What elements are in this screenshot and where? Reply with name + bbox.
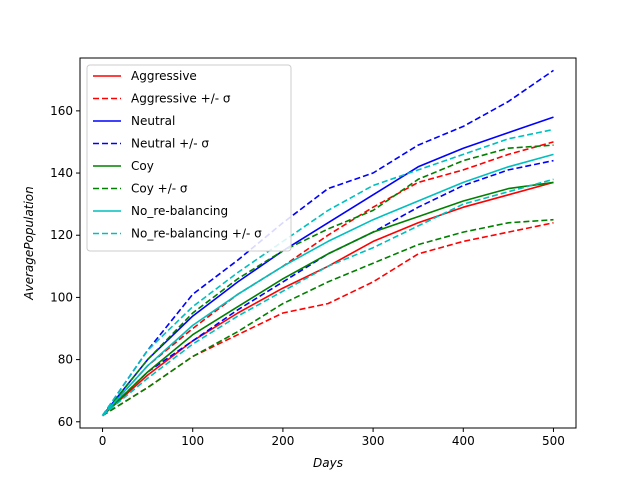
x-axis: 0 100 200 300 400 500 (99, 428, 565, 448)
y-tick-label: 80 (58, 353, 73, 367)
series-line-3 (101, 116, 554, 417)
y-tick-label: 160 (50, 104, 73, 118)
y-tick-label: 100 (50, 290, 73, 304)
legend-label: Neutral (131, 114, 175, 128)
series-line-8 (101, 144, 554, 417)
legend-label: Coy +/- σ (131, 182, 188, 196)
legend-label: No_re-balancing +/- σ (131, 227, 262, 241)
x-tick-label: 0 (99, 434, 107, 448)
series-line-9 (101, 153, 554, 417)
x-tick-label: 500 (542, 434, 565, 448)
x-tick-label: 300 (362, 434, 385, 448)
legend-box (86, 64, 292, 252)
x-tick-label: 100 (181, 434, 204, 448)
y-tick-label: 140 (50, 166, 73, 180)
plot-lines (101, 69, 554, 417)
legend-label: No_re-balancing (131, 204, 228, 218)
series-line-4 (101, 69, 554, 417)
legend-label: Aggressive (131, 69, 197, 83)
series-line-5 (101, 159, 554, 417)
x-tick-label: 200 (271, 434, 294, 448)
y-axis: 60 80 100 120 140 160 (50, 104, 80, 429)
legend: Aggressive Aggressive +/- σ Neutral Neutral… (86, 64, 292, 252)
y-tick-label: 60 (58, 415, 73, 429)
plot-frame (79, 57, 577, 429)
y-axis-title: AveragePopulation (22, 186, 36, 300)
x-tick-label: 400 (452, 434, 475, 448)
series-line-2 (101, 141, 554, 417)
series-line-7 (102, 218, 554, 417)
legend-label: Coy (131, 159, 154, 173)
legend-label: Neutral +/- σ (131, 137, 209, 151)
legend-label: Aggressive +/- σ (131, 92, 231, 106)
y-tick-label: 120 (50, 228, 73, 242)
series-line-6 (101, 181, 554, 417)
series-line-1 (102, 222, 554, 417)
x-axis-title: Days (313, 456, 343, 470)
series-line-11 (101, 178, 554, 417)
series-line-10 (101, 128, 554, 417)
